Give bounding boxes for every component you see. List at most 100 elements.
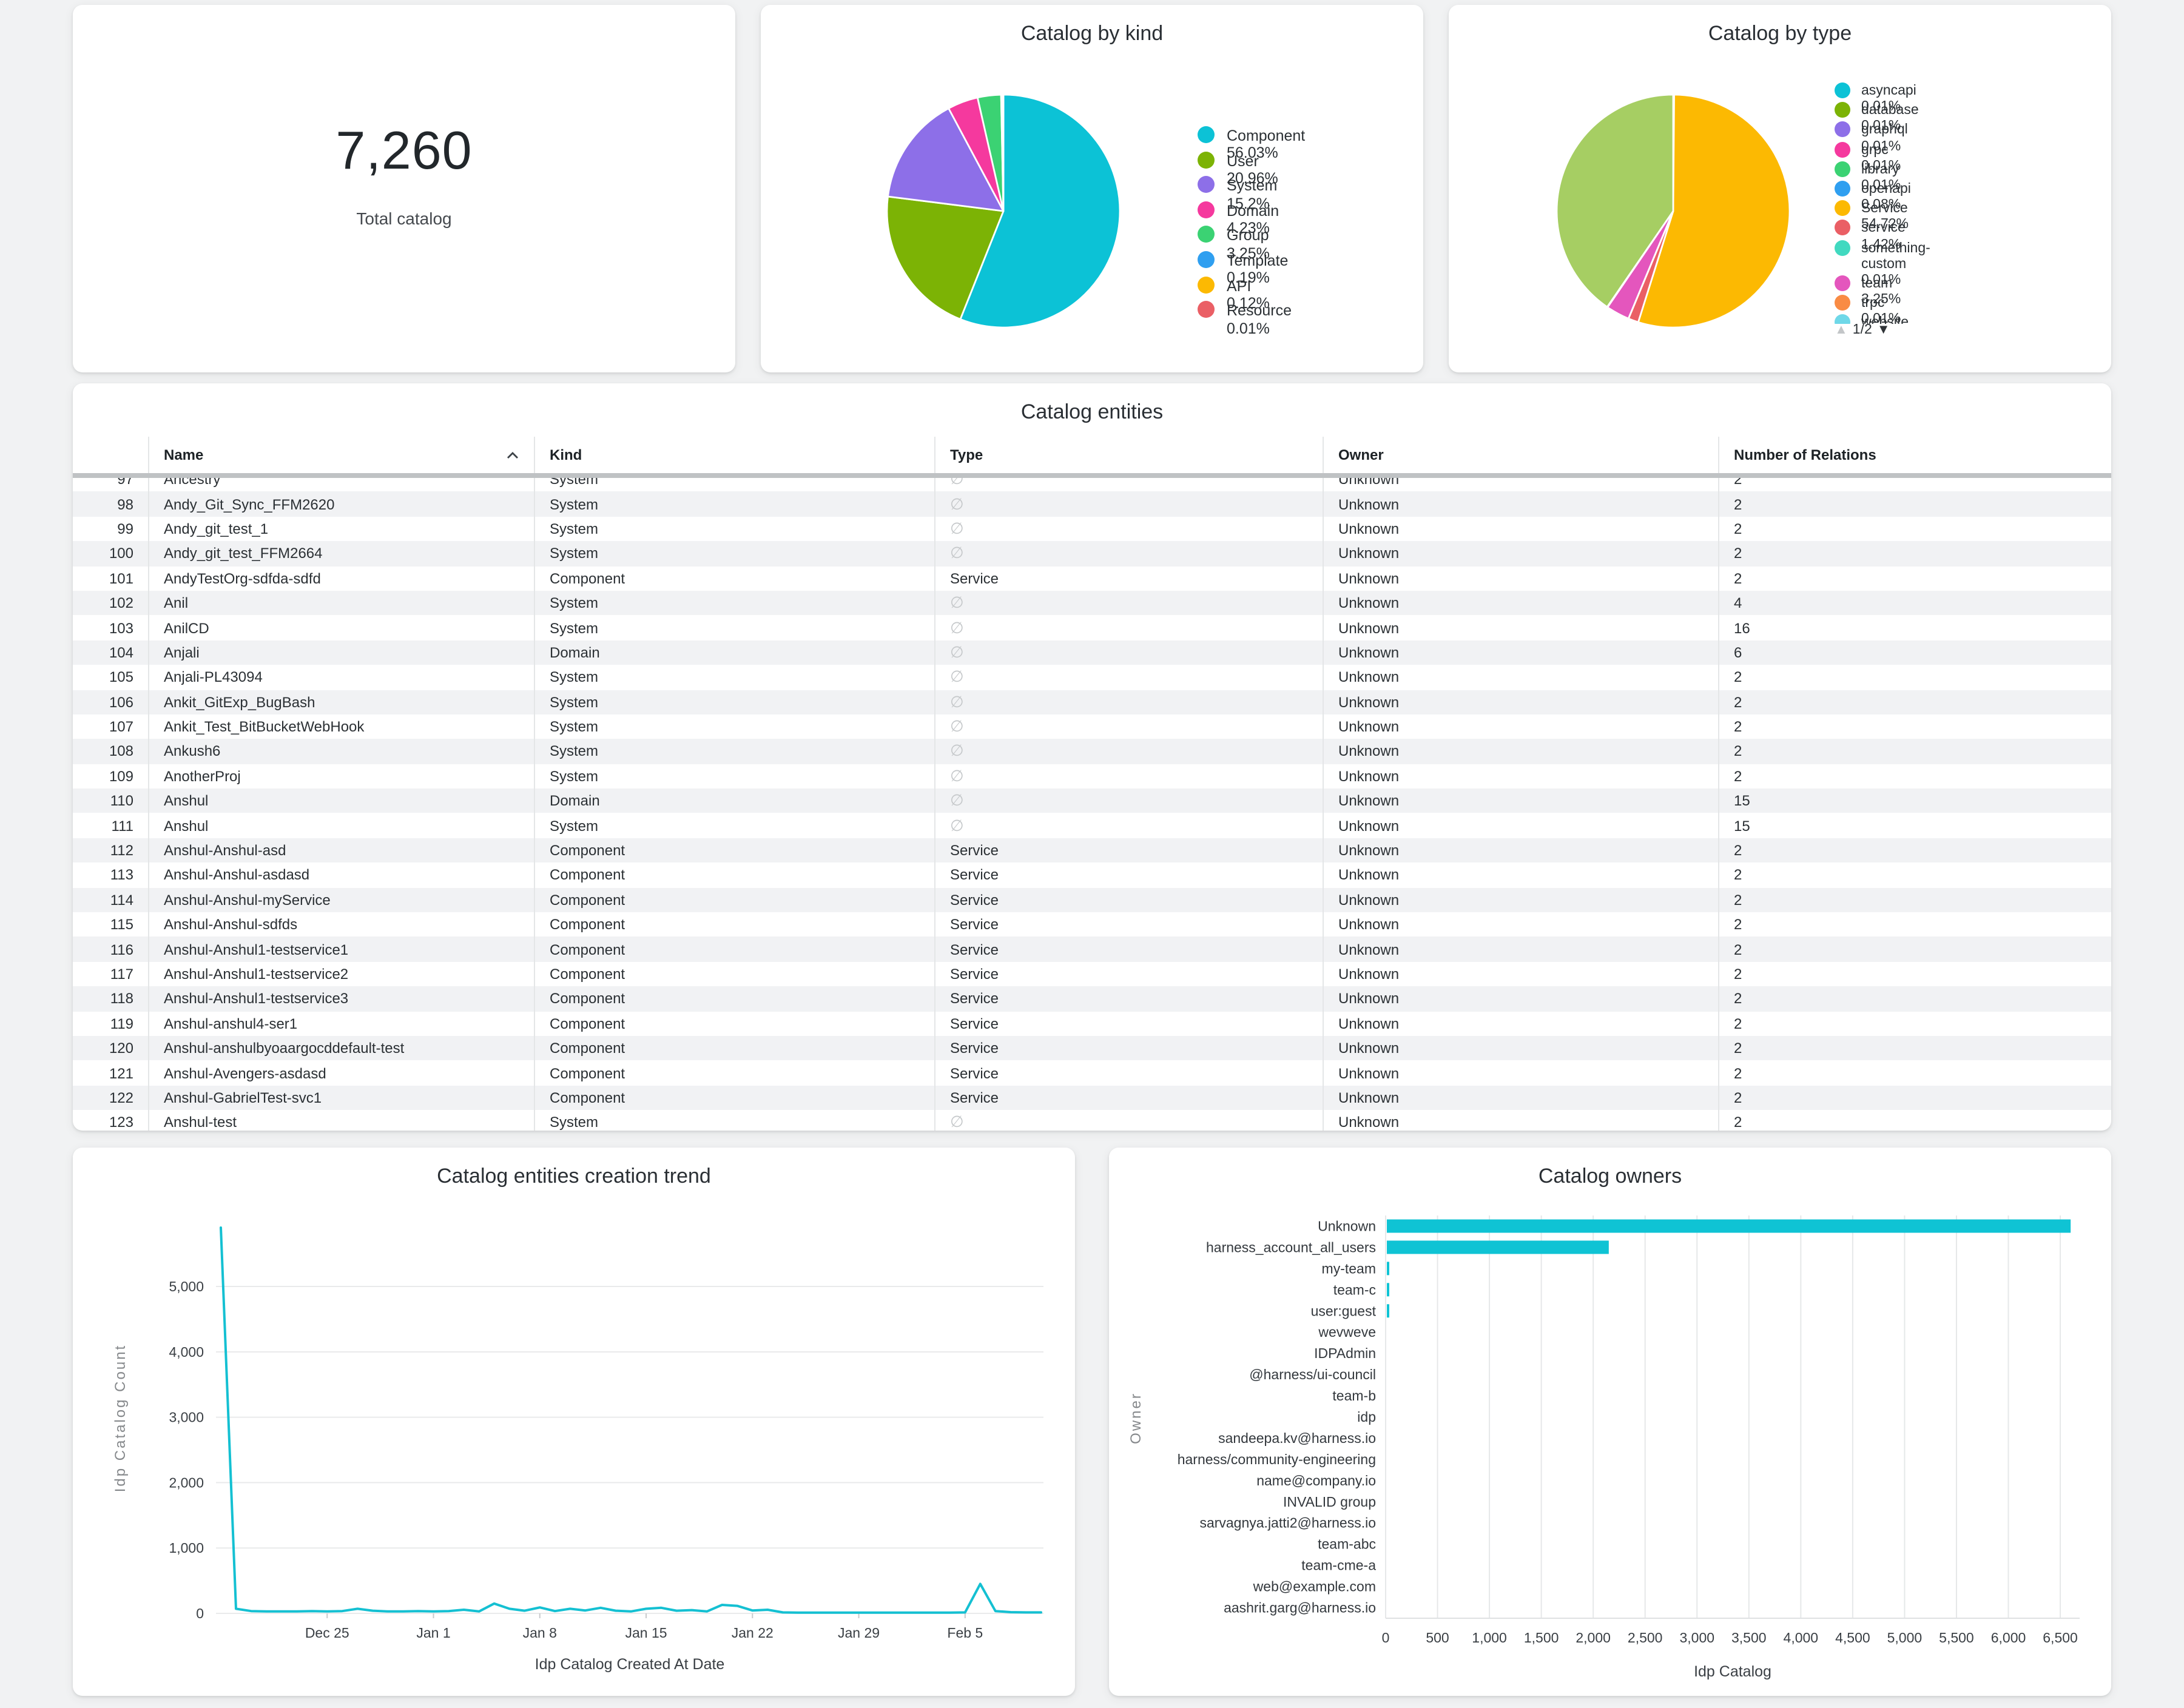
table-row[interactable]: 116 Anshul-Anshul1-testservice1 Component S…: [73, 936, 2111, 962]
sort-ascending-icon: [507, 451, 518, 458]
legend-dot-icon: [1198, 176, 1215, 193]
table-row[interactable]: 99 Andy_git_test_1 System ∅ Unknown 2: [73, 516, 2111, 542]
cell-type: Service: [934, 936, 1323, 962]
cell-relations: 6: [1718, 640, 2111, 665]
table-row[interactable]: 123 Anshul-test System ∅ Unknown 2: [73, 1110, 2111, 1131]
legend-dot-icon: [1835, 141, 1850, 158]
table-row[interactable]: 119 Anshul-anshul4-ser1 Component Service Un…: [73, 1011, 2111, 1036]
catalog-by-kind-card: Catalog by kind Component 56.03% User 20.…: [761, 5, 1423, 372]
cell-kind: Component: [534, 1085, 934, 1111]
table-row[interactable]: 113 Anshul-Anshul-asdasd Component Service U…: [73, 862, 2111, 888]
legend-item-Domain[interactable]: Domain 4.23%: [1198, 201, 1279, 238]
table-row[interactable]: 102 Anil System ∅ Unknown 4: [73, 590, 2111, 616]
cell-type: Service: [934, 1085, 1323, 1111]
owner-bar-my-team[interactable]: [1387, 1262, 1389, 1276]
table-row[interactable]: 105 Anjali-PL43094 System ∅ Unknown 2: [73, 665, 2111, 690]
table-row[interactable]: 98 Andy_Git_Sync_FFM2620 System ∅ Unknown 2: [73, 491, 2111, 517]
cell-name: AndyTestOrg-sdfda-sdfd: [148, 566, 534, 591]
cell-owner: Unknown: [1323, 478, 1718, 492]
legend-item-grpc[interactable]: grpc 0.01%: [1835, 141, 1901, 175]
legend-item-Service[interactable]: Service 54.72%: [1835, 200, 1909, 234]
table-horizontal-scrollbar[interactable]: [73, 473, 2111, 478]
empty-value-icon: ∅: [950, 791, 964, 810]
svg-text:Unknown: Unknown: [1318, 1218, 1376, 1234]
svg-text:team-c: team-c: [1333, 1282, 1376, 1297]
table-row[interactable]: 114 Anshul-Anshul-myService Component Servi…: [73, 887, 2111, 913]
column-header-type[interactable]: Type: [934, 437, 1323, 473]
table-row[interactable]: 122 Anshul-GabrielTest-svc1 Component Servi…: [73, 1085, 2111, 1111]
legend-item-openapi[interactable]: openapi 0.08%: [1835, 181, 1911, 214]
table-row[interactable]: 101 AndyTestOrg-sdfda-sdfd Component Servic…: [73, 566, 2111, 591]
cell-kind: System: [534, 739, 934, 764]
legend-item-library[interactable]: library 0.01%: [1835, 161, 1901, 195]
legend-item-something-custom[interactable]: something-custom 0.01%: [1835, 240, 1930, 289]
row-index: 114: [110, 891, 133, 909]
cell-relations: 2: [1718, 887, 2111, 913]
legend-item-label: openapi 0.08%: [1861, 182, 1911, 213]
table-row[interactable]: 117 Anshul-Anshul1-testservice2 Component S…: [73, 961, 2111, 987]
pie-slice-User[interactable]: [886, 195, 1005, 320]
column-header-kind[interactable]: Kind: [534, 437, 934, 473]
legend-item-API[interactable]: API 0.12%: [1198, 276, 1270, 312]
table-row[interactable]: 103 AnilCD System ∅ Unknown 16: [73, 615, 2111, 640]
column-header-owner[interactable]: Owner: [1323, 437, 1718, 473]
cell-type: ∅: [934, 516, 1323, 542]
owner-bar-Unknown[interactable]: [1387, 1219, 2071, 1233]
table-row[interactable]: 111 Anshul System ∅ Unknown 15: [73, 813, 2111, 838]
table-row[interactable]: 115 Anshul-Anshul-sdfds Component Service Un…: [73, 912, 2111, 937]
cell-type: ∅: [934, 478, 1323, 492]
pie-slice-System[interactable]: [887, 107, 1005, 212]
table-row[interactable]: 106 Ankit_GitExp_BugBash System ∅ Unknown 2: [73, 690, 2111, 714]
legend-item-service[interactable]: service 1.42%: [1835, 220, 1906, 254]
legend-page-up-icon[interactable]: ▲: [1835, 323, 1848, 337]
table-row[interactable]: 118 Anshul-Anshul1-testservice3 Component S…: [73, 986, 2111, 1012]
legend-item-website[interactable]: website 0.06%: [1835, 314, 1909, 324]
row-index: 103: [109, 619, 133, 637]
legend-item-trpc[interactable]: trpc 0.01%: [1835, 294, 1901, 328]
cell-type: Service: [934, 1035, 1323, 1061]
table-row[interactable]: 112 Anshul-Anshul-asd Component Service Unkn…: [73, 838, 2111, 863]
table-row[interactable]: 104 Anjali Domain ∅ Unknown 6: [73, 640, 2111, 665]
pie-slice-Unknown[interactable]: [1555, 93, 1674, 308]
pie-slice-Component[interactable]: [959, 93, 1121, 329]
legend-item-Component[interactable]: Component 56.03%: [1198, 126, 1305, 163]
legend-item-team[interactable]: team 3.25%: [1835, 275, 1901, 308]
legend-item-Resource[interactable]: Resource 0.01%: [1198, 301, 1292, 337]
row-index: 120: [109, 1040, 133, 1057]
legend-dot-icon: [1835, 181, 1850, 197]
row-index: 99: [117, 520, 133, 537]
legend-item-System[interactable]: System 15.2%: [1198, 176, 1277, 212]
legend-item-asyncapi[interactable]: asyncapi 0.01%: [1835, 82, 1916, 116]
table-row[interactable]: 97 Ancestry System ∅ Unknown 2: [73, 478, 2111, 492]
legend-item-graphql[interactable]: graphql 0.01%: [1835, 121, 1908, 155]
table-row[interactable]: 107 Ankit_Test_BitBucketWebHook System ∅ Unk…: [73, 714, 2111, 739]
legend-item-database[interactable]: database 0.01%: [1835, 102, 1919, 135]
owner-bar-user:guest[interactable]: [1387, 1304, 1389, 1318]
legend-item-Group[interactable]: Group 3.25%: [1198, 226, 1270, 263]
cell-kind: System: [534, 590, 934, 616]
column-header-name[interactable]: Name: [148, 437, 534, 473]
cell-name: AnotherProj: [148, 764, 534, 789]
owner-bar-harness_account_all_users[interactable]: [1387, 1240, 1609, 1254]
legend-page-down-icon[interactable]: ▼: [1876, 323, 1890, 337]
table-row[interactable]: 100 Andy_git_test_FFM2664 System ∅ Unknown 2: [73, 541, 2111, 567]
cell-type: ∅: [934, 813, 1323, 838]
cell-name: Ankit_GitExp_BugBash: [148, 690, 534, 714]
cell-type: ∅: [934, 690, 1323, 714]
svg-text:5,000: 5,000: [1887, 1630, 1923, 1646]
table-row[interactable]: 110 Anshul Domain ∅ Unknown 15: [73, 788, 2111, 813]
column-header-relations[interactable]: Number of Relations: [1718, 437, 2111, 473]
table-row[interactable]: 120 Anshul-anshulbyoaargocddefault-test Co…: [73, 1035, 2111, 1061]
table-row[interactable]: 121 Anshul-Avengers-asdasd Component Servic…: [73, 1060, 2111, 1086]
table-row[interactable]: 109 AnotherProj System ∅ Unknown 2: [73, 764, 2111, 789]
row-index: 104: [109, 644, 133, 661]
legend-dot-icon: [1835, 102, 1850, 118]
legend-item-Template[interactable]: Template 0.19%: [1198, 251, 1288, 287]
table-row[interactable]: 108 Ankush6 System ∅ Unknown 2: [73, 739, 2111, 764]
legend-item-User[interactable]: User 20.96%: [1198, 151, 1278, 187]
owner-bar-team-c[interactable]: [1387, 1283, 1389, 1297]
pie-slice-Service[interactable]: [1637, 93, 1791, 329]
cell-kind: Component: [534, 887, 934, 913]
row-index: 102: [109, 594, 133, 612]
svg-text:harness_account_all_users: harness_account_all_users: [1206, 1239, 1376, 1255]
